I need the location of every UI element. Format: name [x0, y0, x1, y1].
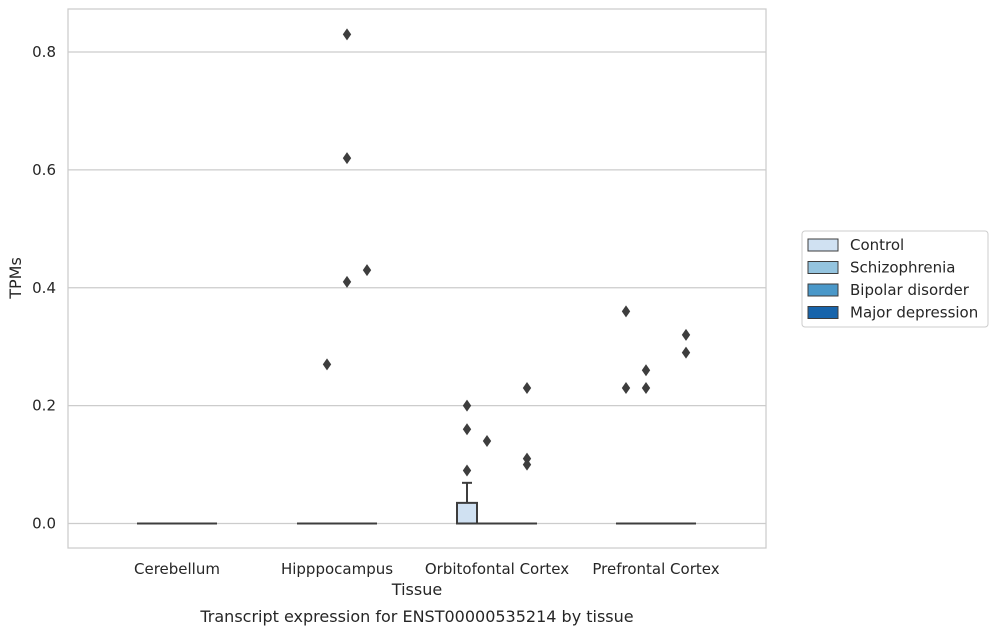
x-tick-label: Orbitofontal Cortex: [425, 560, 569, 578]
outlier-point: [522, 458, 532, 471]
y-tick-label: 0.0: [32, 515, 56, 533]
y-tick-label: 0.2: [32, 397, 56, 415]
y-tick-label: 0.6: [32, 161, 56, 179]
outlier-point: [462, 423, 472, 436]
outlier-point: [462, 464, 472, 477]
x-tick-label: Cerebellum: [134, 560, 220, 578]
outlier-point: [681, 328, 691, 341]
outlier-point: [362, 264, 372, 277]
legend-label: Bipolar disorder: [850, 281, 970, 299]
y-tick-labels: 0.0 0.2 0.4 0.6 0.8: [32, 43, 56, 533]
outlier-point: [641, 364, 651, 377]
outlier-point: [621, 381, 631, 394]
outlier-point: [342, 152, 352, 165]
legend-frame: [801, 230, 989, 328]
box-group: [456, 481, 478, 525]
outliers: [322, 28, 691, 477]
outlier-point: [641, 381, 651, 394]
x-tick-labels: Cerebellum Hipppocampus Orbitofontal Corte…: [134, 560, 720, 578]
legend-label: Schizophrenia: [850, 259, 955, 277]
x-tick-label: Hipppocampus: [281, 560, 393, 578]
legend-label: Control: [850, 236, 904, 254]
outlier-point: [342, 28, 352, 41]
grid-lines: [68, 51, 766, 525]
outlier-point: [482, 434, 492, 447]
chart-caption: Transcript expression for ENST0000053521…: [199, 607, 633, 626]
outlier-point: [681, 346, 691, 359]
boxes: [137, 481, 696, 525]
x-axis-title: Tissue: [391, 580, 442, 599]
y-tick-label: 0.8: [32, 43, 56, 61]
outlier-point: [342, 275, 352, 288]
outlier-point: [462, 399, 472, 412]
plot-frame: [67, 8, 767, 549]
legend: Control Schizophrenia Bipolar disorder Majo…: [801, 230, 989, 328]
outlier-point: [322, 358, 332, 371]
legend-swatch: [807, 283, 839, 297]
legend-swatch: [807, 306, 839, 319]
y-tick-label: 0.4: [32, 279, 56, 297]
legend-label: Major depression: [850, 304, 978, 322]
outlier-point: [621, 305, 631, 318]
outlier-point: [522, 381, 532, 394]
box: [456, 501, 478, 525]
y-axis-title: TPMs: [6, 257, 25, 300]
legend-swatch: [807, 261, 839, 274]
x-tick-label: Prefrontal Cortex: [592, 560, 719, 578]
legend-swatch: [807, 238, 839, 252]
